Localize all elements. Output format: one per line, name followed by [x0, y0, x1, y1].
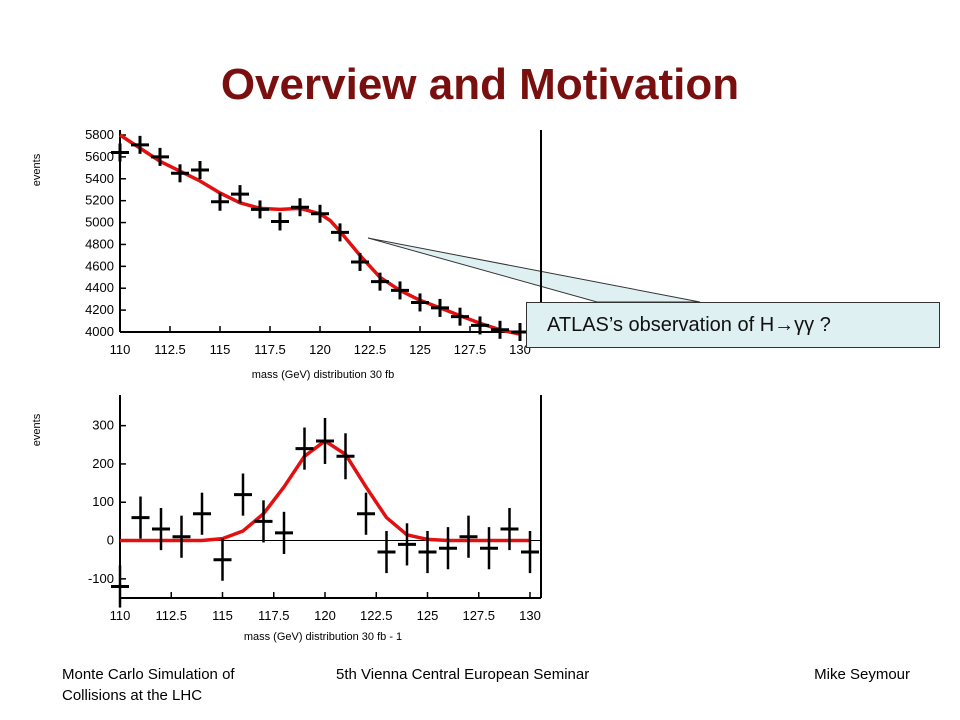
y-tick-label: 4200	[85, 302, 114, 317]
data-point	[211, 192, 229, 211]
y-tick-label: 100	[92, 494, 114, 509]
x-tick-label: 110	[110, 608, 131, 623]
y-tick-label: 4400	[85, 280, 114, 295]
data-point	[111, 143, 129, 162]
top-fit-curve	[119, 133, 521, 336]
bottom-xlabel: mass (GeV) distribution 30 fb - 1	[244, 631, 402, 643]
x-tick-label: 115	[210, 342, 231, 357]
data-point	[357, 492, 375, 535]
data-point	[172, 515, 191, 558]
x-tick-label: 130	[509, 342, 531, 357]
x-tick-label: 127.5	[462, 608, 495, 623]
data-point	[371, 272, 389, 291]
x-tick-label: 127.5	[454, 342, 487, 357]
data-point	[377, 530, 396, 574]
y-tick-label: -100	[88, 571, 114, 586]
x-tick-label: 125	[417, 608, 439, 623]
bottom-axis-ticks: 110 112.5 115 117.5 120 122.5 125 127.5 130 -100 0…	[88, 418, 541, 623]
data-point	[418, 530, 437, 574]
bottom-chart: 110 112.5 115 117.5 120 122.5 125 127.5 130 -100 0…	[31, 395, 542, 643]
data-point	[311, 204, 329, 223]
top-data-points	[111, 135, 529, 341]
data-point	[275, 511, 293, 554]
top-ylabel: events	[31, 153, 43, 186]
y-tick-label: 0	[107, 533, 114, 548]
data-point	[336, 433, 355, 480]
data-point	[131, 135, 149, 154]
x-tick-label: 112.5	[155, 608, 187, 623]
data-point	[295, 427, 314, 470]
x-tick-label: 120	[314, 608, 336, 623]
data-point	[398, 523, 416, 566]
y-tick-label: 5800	[85, 127, 114, 142]
data-point	[213, 538, 232, 581]
footer-left: Monte Carlo Simulation of Collisions at …	[62, 666, 235, 704]
y-tick-label: 200	[92, 456, 114, 471]
bottom-ylabel: events	[31, 413, 43, 446]
y-tick-label: 5400	[85, 171, 114, 186]
data-point	[411, 293, 429, 312]
y-tick-label: 5200	[85, 193, 114, 208]
x-tick-label: 115	[212, 608, 233, 623]
data-point	[291, 198, 309, 217]
x-tick-label: 120	[309, 342, 331, 357]
y-tick-label: 4600	[85, 258, 114, 273]
footer-center: 5th Vienna Central European Seminar	[336, 666, 590, 683]
y-tick-label: 4000	[85, 324, 114, 339]
data-point	[491, 320, 509, 339]
data-point	[254, 500, 273, 543]
data-point	[171, 164, 189, 183]
data-point	[500, 507, 519, 551]
data-point	[351, 252, 369, 271]
data-point	[193, 492, 211, 535]
y-tick-label: 5000	[85, 215, 114, 230]
data-point	[152, 507, 170, 551]
x-tick-label: 117.5	[258, 608, 290, 623]
data-point	[459, 515, 478, 558]
footer-right: Mike Seymour	[814, 666, 910, 683]
callout-box: ATLAS’s observation of H→γγ ?	[526, 302, 940, 348]
x-tick-label: 112.5	[154, 342, 186, 357]
data-point	[151, 147, 169, 166]
data-point	[471, 316, 489, 335]
data-point	[451, 307, 469, 326]
data-point	[251, 200, 269, 219]
data-point	[391, 281, 409, 300]
bottom-frame	[119, 395, 542, 599]
y-tick-label: 5600	[85, 149, 114, 164]
data-point	[480, 527, 498, 570]
top-xlabel: mass (GeV) distribution 30 fb	[252, 369, 394, 381]
data-point	[131, 496, 150, 539]
data-point	[521, 530, 539, 574]
data-point	[431, 298, 449, 317]
data-point	[231, 185, 249, 204]
data-point	[331, 223, 349, 242]
top-axis-ticks: 110 112.5 115 117.5 120 122.5 125 127.5 130 4000 4…	[85, 127, 531, 357]
y-tick-label: 4800	[85, 236, 114, 251]
fit-line	[119, 133, 521, 336]
top-frame	[119, 130, 542, 333]
x-tick-label: 122.5	[354, 342, 387, 357]
data-point	[316, 417, 334, 464]
top-chart: 110 112.5 115 117.5 120 122.5 125 127.5 130 4000 4…	[31, 127, 542, 381]
x-tick-label: 117.5	[254, 342, 286, 357]
callout-pointer	[367, 237, 701, 303]
y-tick-label: 300	[92, 418, 114, 433]
data-point	[439, 527, 457, 570]
data-point	[234, 473, 252, 516]
x-tick-label: 122.5	[360, 608, 393, 623]
data-point	[111, 565, 129, 608]
slide-title: Overview and Motivation	[220, 60, 740, 109]
x-tick-label: 130	[519, 608, 541, 623]
x-tick-label: 125	[409, 342, 431, 357]
data-point	[191, 161, 209, 180]
bottom-data-points	[111, 417, 539, 608]
data-point	[271, 212, 289, 231]
x-tick-label: 110	[110, 342, 131, 357]
